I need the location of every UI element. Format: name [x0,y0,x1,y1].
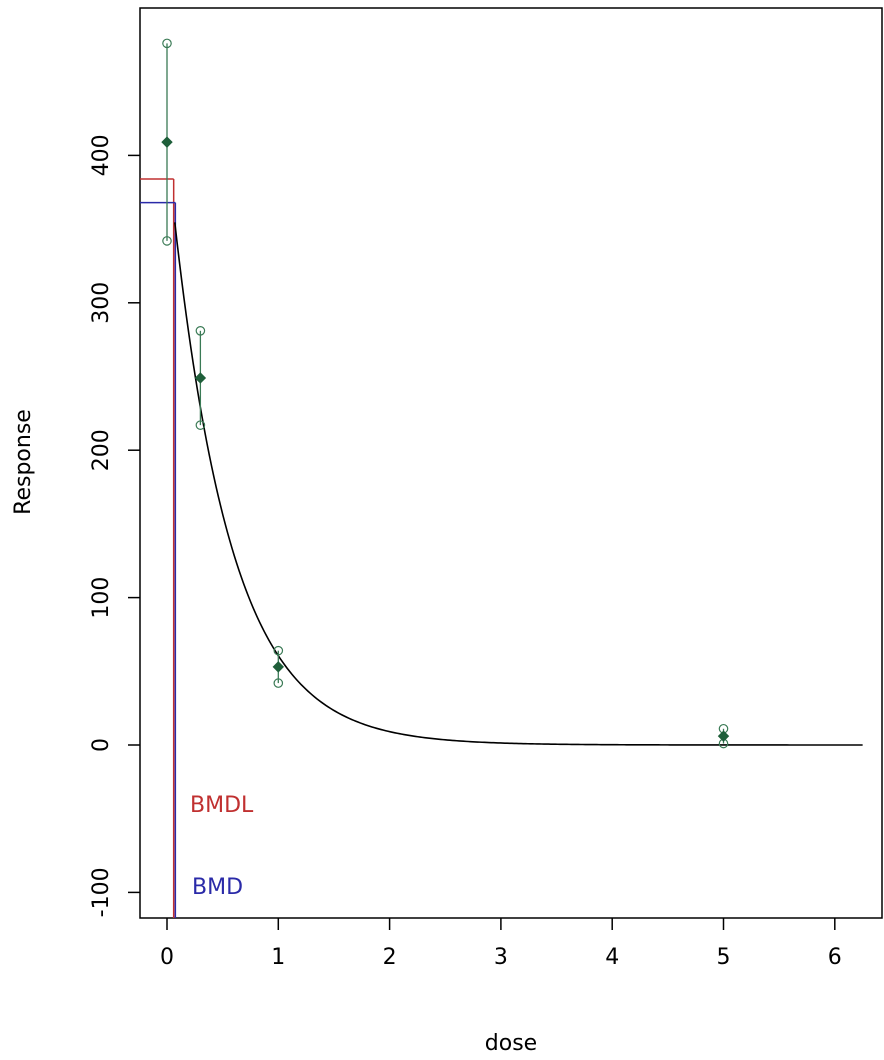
bmdl-label: BMDL [190,793,254,818]
y-axis: -100 0 100 200 300 400 [89,134,140,917]
fitted-curve-line [173,222,863,746]
error-bar-upper-cap [273,645,284,656]
mean-point [194,372,207,384]
x-tick-label: 1 [271,945,285,970]
x-tick-label: 2 [383,945,397,970]
y-tick-label: 200 [89,429,114,471]
x-tick-label: 0 [160,945,174,970]
error-bar-lower-cap [162,236,172,246]
mean-point [161,136,173,148]
error-bar-upper-cap [162,38,172,49]
plot-frame [139,7,883,919]
fitted-curve [173,222,863,746]
y-tick-label: 300 [89,282,114,324]
error-bar-lower-cap [273,678,284,688]
y-tick-label: 400 [89,134,114,176]
y-tick-label: -100 [89,867,114,917]
error-bars [162,38,729,749]
x-axis: 0 1 2 3 4 5 6 [160,918,842,970]
error-bar-upper-cap [195,326,206,336]
x-tick-label: 4 [605,945,619,970]
y-tick-label: 0 [89,738,114,752]
bmd-label: BMD [192,875,243,900]
y-axis-title: Response [11,409,36,515]
data-points [161,136,730,742]
mean-point [272,661,285,673]
y-tick-label: 100 [89,577,114,619]
bmd-lines [140,178,177,918]
mean-point [717,730,730,742]
x-tick-label: 3 [494,945,508,970]
x-tick-label: 6 [828,945,842,970]
x-axis-title: dose [485,1031,537,1056]
error-bar-lower-cap [195,420,206,430]
x-tick-label: 5 [717,945,731,970]
